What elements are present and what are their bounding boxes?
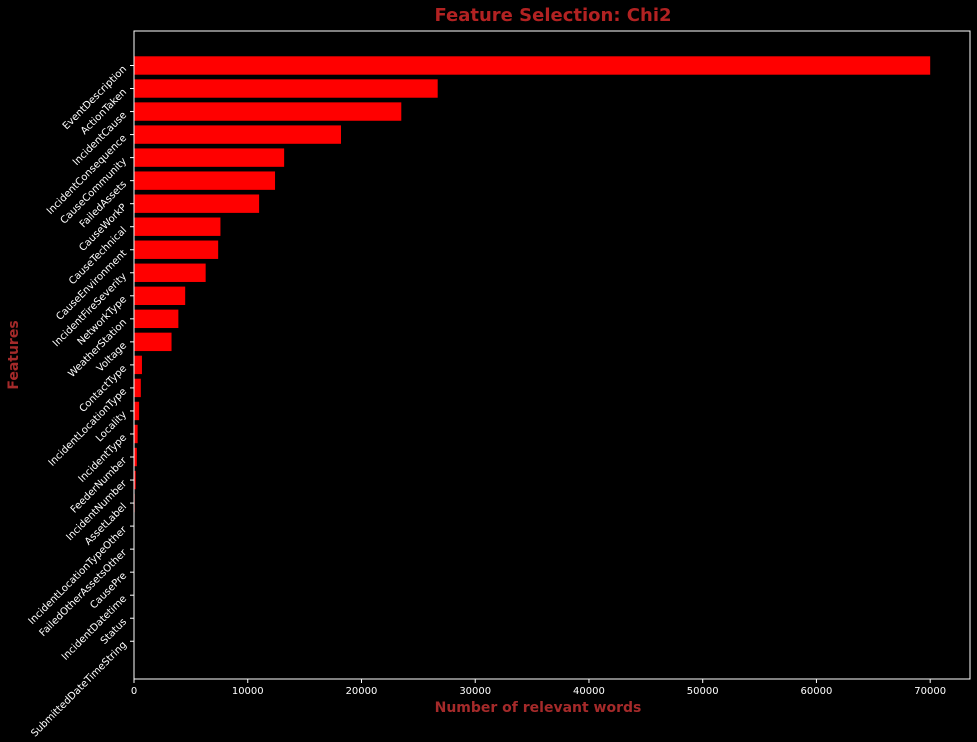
x-tick-label: 50000 <box>687 686 719 697</box>
bar-Voltage <box>134 332 172 352</box>
bar-IncidentConsequence <box>134 125 342 144</box>
bar-IncidentLocationType <box>134 378 141 398</box>
chart-title: Feature Selection: Chi2 <box>434 5 671 26</box>
x-tick-label: 60000 <box>801 686 833 697</box>
x-tick-label: 20000 <box>346 686 378 697</box>
bar-EventDescription <box>134 56 931 75</box>
bar-IncidentNumber <box>134 470 136 490</box>
bar-FailedAssets <box>134 171 276 190</box>
bar-ActionTaken <box>134 79 438 98</box>
plot-frame <box>133 30 971 680</box>
x-tick-label: 0 <box>131 686 137 697</box>
y-axis-label: Features <box>6 320 22 389</box>
bar-CauseTechnical <box>134 217 221 236</box>
bar-Locality <box>134 401 140 421</box>
x-tick-label: 70000 <box>914 686 946 697</box>
bar-IncidentCause <box>134 102 402 121</box>
bar-CauseWorkP <box>134 194 260 213</box>
bar-FeederNumber <box>134 447 137 467</box>
bar-WeatherStation <box>134 309 179 329</box>
bar-NetworkType <box>134 286 186 305</box>
x-tick-label: 40000 <box>573 686 605 697</box>
bar-CauseCommunity <box>134 148 285 167</box>
bar-CauseEnvironment <box>134 240 219 259</box>
x-tick-label: 30000 <box>459 686 491 697</box>
bar-IncidentFireSeverity <box>134 263 206 282</box>
bar-ContactType <box>134 355 142 375</box>
x-tick-label: 10000 <box>232 686 264 697</box>
bar-IncidentType <box>134 424 138 444</box>
x-axis-label: Number of relevant words <box>435 700 642 716</box>
